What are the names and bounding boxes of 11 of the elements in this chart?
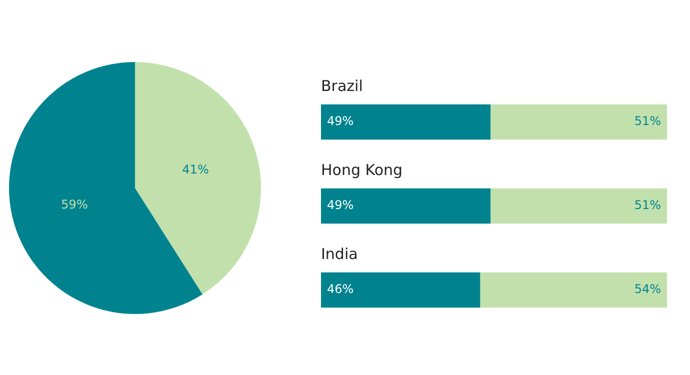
data-label: 41% — [182, 162, 209, 177]
data-label: 49% — [327, 114, 354, 128]
category-label: Brazil — [321, 76, 363, 95]
data-label: 54% — [634, 282, 661, 296]
data-label: 51% — [634, 114, 661, 128]
data-label: 46% — [327, 282, 354, 296]
data-label: 51% — [634, 198, 661, 212]
category-label: Hong Kong — [321, 160, 403, 179]
data-label: 49% — [327, 198, 354, 212]
category-label: India — [321, 244, 358, 263]
data-label: 59% — [61, 198, 88, 212]
